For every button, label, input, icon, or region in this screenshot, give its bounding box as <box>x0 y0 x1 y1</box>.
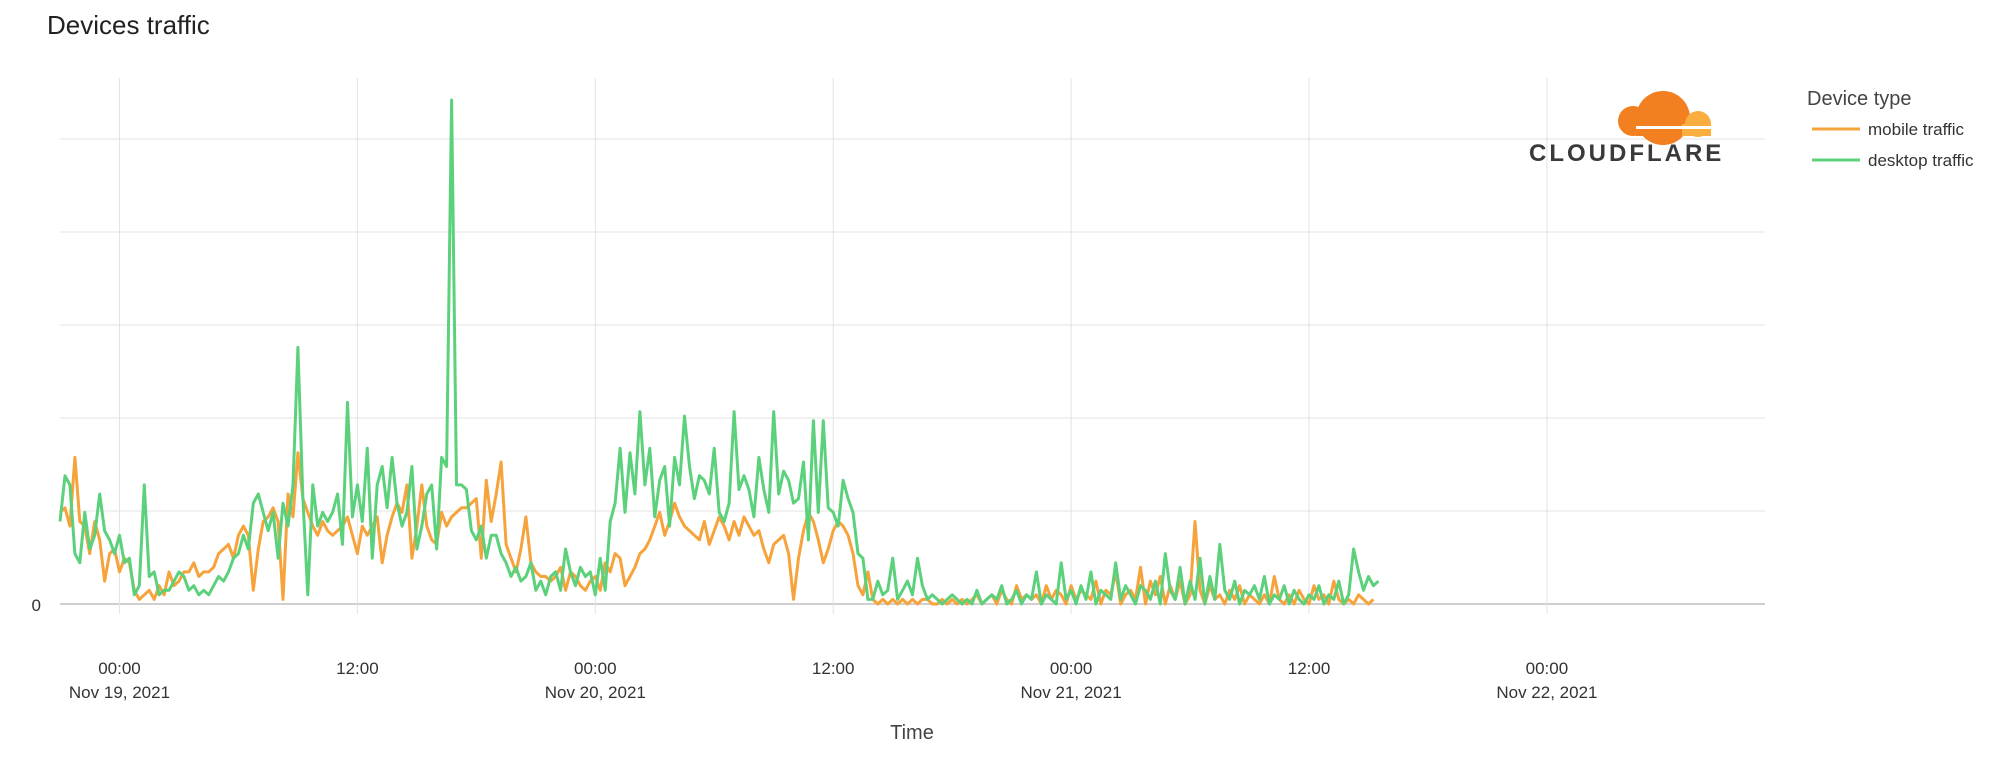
legend: Device type mobile traffic desktop traff… <box>1807 88 1974 170</box>
legend-label-mobile: mobile traffic <box>1868 120 1965 139</box>
x-tick-date: Nov 22, 2021 <box>1496 683 1597 702</box>
legend-label-desktop: desktop traffic <box>1868 151 1974 170</box>
x-tick-time: 12:00 <box>1288 659 1331 678</box>
x-tick-date: Nov 21, 2021 <box>1021 683 1122 702</box>
x-tick-time: 00:00 <box>98 659 141 678</box>
brand-wordmark: CLOUDFLARE <box>1529 140 1724 167</box>
legend-title: Device type <box>1807 88 1912 110</box>
x-tick-time: 00:00 <box>1050 659 1093 678</box>
cloud-icon <box>1618 91 1712 145</box>
series-lines <box>58 98 1380 606</box>
series-line-desktop-traffic <box>58 98 1380 606</box>
x-tick-time: 12:00 <box>336 659 379 678</box>
y-tick-label: 0 <box>32 596 41 615</box>
x-tick-time: 00:00 <box>1526 659 1569 678</box>
x-tick-date: Nov 19, 2021 <box>69 683 170 702</box>
x-axis-title: Time <box>890 722 934 744</box>
x-tick-time: 00:00 <box>574 659 617 678</box>
chart-title: Devices traffic <box>47 10 210 40</box>
x-tick-date: Nov 20, 2021 <box>545 683 646 702</box>
y-tick-labels: 0 <box>32 596 41 615</box>
cloudflare-logo: CLOUDFLARE <box>1529 91 1724 167</box>
x-tick-time: 12:00 <box>812 659 855 678</box>
x-tick-labels: 00:00 Nov 19, 2021 12:00 00:00 Nov 20, 2021 1… <box>69 659 1598 702</box>
